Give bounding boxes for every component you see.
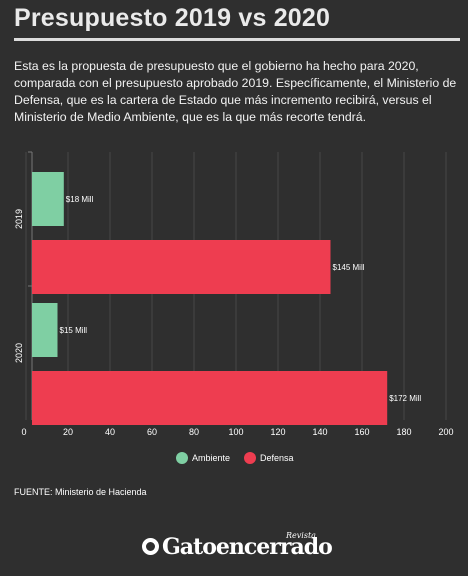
bar-defensa-2019 — [32, 240, 331, 294]
x-tick-label: 160 — [354, 427, 369, 437]
title-divider — [14, 38, 460, 41]
logo-ring-icon — [142, 538, 159, 555]
x-tick-label: 60 — [147, 427, 157, 437]
data-label: $15 Mill — [60, 326, 88, 335]
bar-ambiente-2019 — [32, 172, 64, 226]
x-tick-label: 140 — [312, 427, 327, 437]
x-tick-label: 120 — [270, 427, 285, 437]
data-label: $18 Mill — [66, 195, 94, 204]
legend-marker-ambiente — [176, 452, 188, 464]
source-note: FUENTE: Ministerio de Hacienda — [14, 487, 147, 497]
x-tick-label: 80 — [189, 427, 199, 437]
bar-chart: 0 20 40 60 80 100 120 140 160 180 200 2019 $18 Mill $… — [14, 151, 454, 464]
x-tick-label: 100 — [228, 427, 243, 437]
data-label: $172 Mill — [389, 394, 421, 403]
legend-label-ambiente: Ambiente — [192, 453, 230, 463]
category-label: 2019 — [14, 209, 24, 229]
logo-tag: Revista — [286, 531, 316, 540]
bar-defensa-2020 — [32, 371, 388, 425]
x-tick-label: 20 — [63, 427, 73, 437]
category-label: 2020 — [14, 343, 24, 363]
chart-description: Esta es la propuesta de presupuesto que … — [14, 59, 457, 124]
data-label: $145 Mill — [333, 263, 365, 272]
x-tick-label: 0 — [21, 427, 26, 437]
gatoencerrado-logo: Gatoencerrado Revista — [140, 531, 350, 571]
legend-marker-defensa — [244, 452, 256, 464]
x-tick-label: 200 — [438, 427, 453, 437]
legend-label-defensa: Defensa — [260, 453, 294, 463]
bar-ambiente-2020 — [32, 303, 58, 357]
chart-title: Presupuesto 2019 vs 2020 — [14, 4, 331, 32]
x-tick-label: 40 — [105, 427, 115, 437]
logo-wordmark: Gatoencerrado — [162, 534, 333, 560]
x-tick-label: 180 — [396, 427, 411, 437]
